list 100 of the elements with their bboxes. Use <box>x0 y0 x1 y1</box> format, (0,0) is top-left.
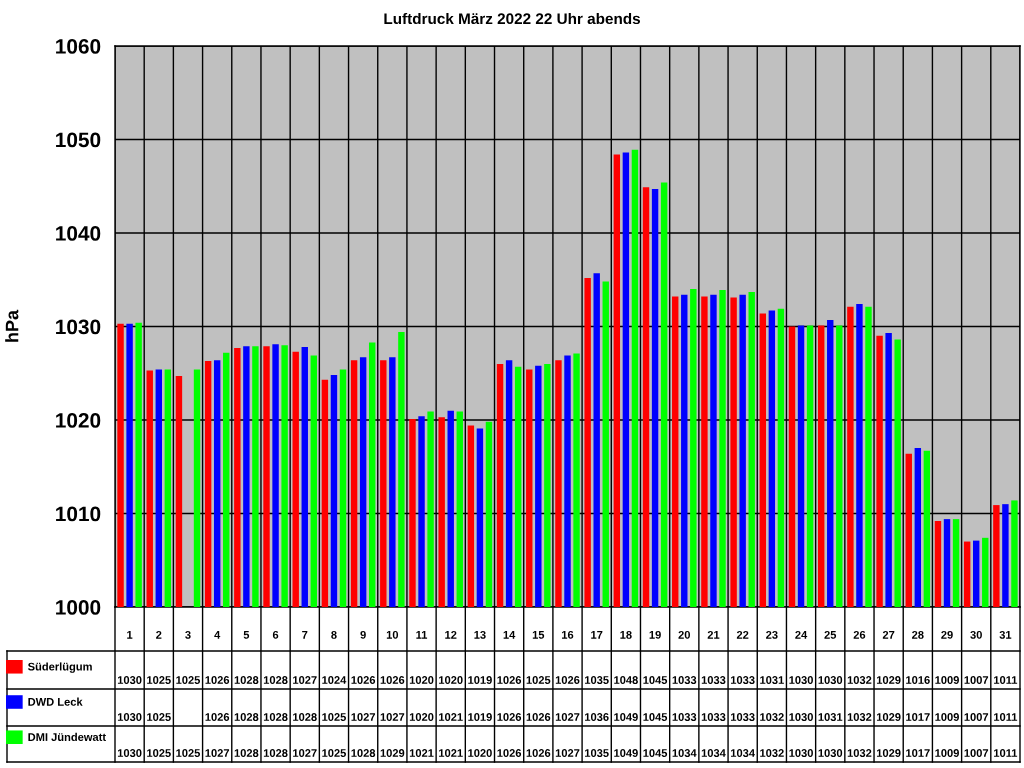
data-label: 1029 <box>876 676 901 684</box>
data-label: 1027 <box>351 713 376 721</box>
data-label: 1021 <box>409 749 434 757</box>
data-label: 1035 <box>585 676 609 684</box>
data-label: 1032 <box>760 749 784 757</box>
data-label: 1016 <box>906 676 930 684</box>
legend-label: DWD Leck <box>28 697 83 706</box>
x-tick-label: 15 <box>532 631 545 639</box>
y-tick-label: 1010 <box>56 506 101 522</box>
data-label: 1019 <box>468 713 492 721</box>
data-label: 1020 <box>409 713 434 721</box>
data-label: 1025 <box>147 749 171 757</box>
data-label: 1026 <box>497 676 522 684</box>
x-tick-label: 4 <box>214 631 221 639</box>
data-label: 1007 <box>964 749 989 757</box>
y-tick-label: 1060 <box>56 39 101 54</box>
data-label: 1026 <box>380 676 405 684</box>
data-label: 1045 <box>643 713 668 721</box>
x-tick-label: 28 <box>912 630 924 639</box>
x-tick-label: 25 <box>824 630 837 639</box>
data-label: 1011 <box>994 713 1018 721</box>
x-tick-label: 1 <box>127 631 133 639</box>
data-label: 1049 <box>614 749 638 757</box>
data-label: 1035 <box>585 749 609 757</box>
data-label: 1020 <box>468 749 492 757</box>
chart-title: Luftdruck März 2022 22 Uhr abends <box>384 12 641 25</box>
x-tick-label: 20 <box>678 630 690 639</box>
data-label: 1030 <box>117 713 142 721</box>
data-label: 1026 <box>351 676 376 684</box>
data-label: 1025 <box>176 749 201 757</box>
data-label: 1025 <box>147 676 171 684</box>
data-label: 1026 <box>205 676 230 684</box>
x-tick-label: 10 <box>386 630 399 639</box>
data-label: 1029 <box>380 749 405 757</box>
data-label: 1028 <box>234 676 259 684</box>
data-label: 1031 <box>760 676 784 684</box>
x-tick-label: 16 <box>562 630 574 639</box>
data-label: 1009 <box>935 749 959 757</box>
x-tick-label: 9 <box>360 630 366 639</box>
data-label: 1017 <box>906 713 930 721</box>
data-label: 1020 <box>409 676 434 684</box>
data-label: 1027 <box>205 749 230 757</box>
data-label: 1019 <box>468 676 492 684</box>
data-label: 1007 <box>964 676 989 684</box>
x-tick-label: 3 <box>185 630 191 639</box>
data-label: 1028 <box>234 713 259 721</box>
data-label: 1030 <box>818 676 843 684</box>
x-tick-label: 18 <box>620 630 632 639</box>
data-label: 1028 <box>234 749 259 757</box>
data-label: 1034 <box>731 749 755 757</box>
data-label: 1011 <box>994 749 1018 757</box>
x-tick-label: 11 <box>416 631 428 639</box>
data-label: 1030 <box>818 749 843 757</box>
data-label: 1025 <box>147 713 171 721</box>
legend-label: DMI Jündewatt <box>28 732 106 741</box>
data-label: 1034 <box>672 749 697 757</box>
data-label: 1027 <box>555 713 580 721</box>
x-tick-label: 17 <box>591 631 603 639</box>
data-label: 1025 <box>322 713 346 721</box>
data-label: 1030 <box>789 713 813 721</box>
data-label: 1026 <box>497 749 522 757</box>
data-label: 1028 <box>293 713 317 721</box>
y-tick-label: 1030 <box>56 319 101 335</box>
x-tick-label: 13 <box>474 630 486 639</box>
data-label: 1009 <box>935 713 959 721</box>
data-label: 1030 <box>117 749 142 757</box>
data-label: 1017 <box>906 749 930 757</box>
x-tick-label: 31 <box>999 630 1012 639</box>
data-label: 1032 <box>760 713 784 721</box>
data-label: 1026 <box>555 676 580 684</box>
data-label: 1027 <box>293 676 317 684</box>
data-label: 1033 <box>672 676 697 684</box>
data-label: 1029 <box>876 749 901 757</box>
data-label: 1009 <box>935 676 959 684</box>
data-label: 1033 <box>701 676 726 684</box>
data-label: 1025 <box>526 676 551 684</box>
data-label: 1033 <box>731 713 755 721</box>
x-tick-label: 7 <box>302 631 308 639</box>
y-tick-label: 1040 <box>56 226 101 241</box>
y-axis-title: hPa <box>5 309 19 342</box>
data-label: 1031 <box>818 713 843 721</box>
x-tick-label: 24 <box>795 630 808 639</box>
y-tick-label: 1050 <box>56 132 101 148</box>
data-label: 1026 <box>526 713 551 721</box>
data-label: 1036 <box>585 713 609 721</box>
x-tick-label: 21 <box>707 630 720 639</box>
data-label: 1030 <box>789 749 813 757</box>
data-label: 1029 <box>876 713 901 721</box>
x-tick-label: 2 <box>156 630 162 639</box>
x-tick-label: 6 <box>272 630 279 639</box>
data-label: 1032 <box>847 713 872 721</box>
data-label: 1028 <box>263 713 288 721</box>
data-label: 1045 <box>643 749 668 757</box>
x-tick-label: 29 <box>941 630 953 639</box>
data-label: 1024 <box>322 676 347 684</box>
data-label: 1030 <box>117 676 142 684</box>
x-tick-label: 26 <box>853 630 866 639</box>
x-tick-label: 19 <box>649 630 661 639</box>
legend-label: Süderlügum <box>27 662 92 673</box>
data-label: 1030 <box>789 676 813 684</box>
